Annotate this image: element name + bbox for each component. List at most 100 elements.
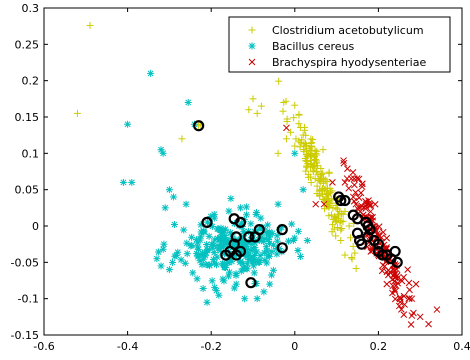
data-point (249, 95, 257, 103)
data-point (352, 264, 360, 272)
data-point (283, 117, 291, 125)
data-point (157, 262, 165, 270)
data-point (253, 295, 261, 303)
data-point (313, 182, 321, 190)
data-point (183, 239, 191, 247)
data-point (386, 268, 394, 276)
data-point (279, 107, 287, 115)
data-point (217, 229, 225, 237)
data-point (350, 175, 358, 182)
data-point (199, 255, 207, 263)
data-point (371, 200, 379, 208)
data-point (320, 174, 328, 182)
data-point (340, 157, 347, 164)
data-point (159, 149, 167, 157)
data-point (317, 164, 325, 172)
data-point (323, 184, 331, 192)
data-point (251, 244, 259, 252)
data-point (73, 109, 81, 117)
data-point (265, 252, 273, 260)
data-point (344, 165, 351, 173)
data-point (379, 228, 387, 236)
data-point (303, 237, 311, 245)
data-point (245, 256, 253, 264)
data-point (298, 136, 306, 144)
data-point (299, 186, 307, 194)
data-point (320, 205, 328, 213)
data-point (291, 142, 299, 150)
data-point (333, 217, 341, 225)
data-point (205, 232, 213, 240)
data-point (157, 146, 165, 154)
highlighted-point (372, 238, 384, 250)
data-point (294, 246, 302, 254)
data-point (323, 178, 331, 186)
data-point (299, 131, 307, 139)
data-point (124, 120, 132, 128)
data-point (119, 178, 127, 186)
data-point (307, 147, 315, 155)
data-point (86, 21, 94, 29)
data-point (329, 179, 336, 186)
highlighted-point (234, 245, 247, 258)
data-point (407, 321, 415, 328)
data-point (316, 186, 324, 194)
data-point (297, 253, 305, 261)
data-point (309, 167, 317, 175)
data-point (358, 183, 366, 190)
data-point (349, 242, 357, 250)
data-point (400, 292, 408, 300)
series-2 (283, 124, 441, 328)
series-0 (73, 21, 360, 272)
data-point (199, 285, 207, 293)
data-point (400, 311, 408, 318)
data-point (274, 149, 282, 157)
data-point (332, 232, 340, 240)
data-point (396, 294, 404, 301)
data-point (401, 301, 408, 308)
data-point (311, 156, 319, 164)
data-point (312, 200, 320, 208)
y-tick-label: 0.05 (15, 184, 40, 197)
data-point (282, 97, 290, 105)
data-point (345, 222, 353, 230)
legend-marker-glyph (248, 58, 256, 66)
data-point (189, 269, 197, 277)
data-point (410, 309, 417, 317)
legend: Clostridium acetobutylicum Bacillus cere… (228, 16, 451, 73)
data-point (294, 227, 302, 235)
data-point (188, 233, 196, 241)
data-point (404, 266, 412, 273)
data-point (288, 220, 296, 228)
data-point (392, 273, 400, 281)
data-point (210, 249, 218, 257)
data-point (359, 180, 366, 188)
data-point (181, 259, 189, 267)
y-tick-label: 0 (32, 220, 39, 233)
data-point (378, 267, 386, 275)
data-point (337, 237, 345, 245)
data-point (261, 235, 269, 243)
data-point (345, 184, 353, 192)
data-point (256, 257, 264, 265)
highlighted-point (335, 194, 347, 207)
legend-label-clostridium: Clostridium acetobutylicum (272, 24, 424, 37)
data-point (352, 189, 359, 196)
data-point (355, 194, 363, 202)
data-point (178, 135, 186, 143)
data-point (265, 228, 273, 236)
data-point (341, 207, 349, 215)
data-point (327, 188, 335, 196)
data-point (320, 200, 328, 208)
x-tick-label: 0.2 (370, 340, 388, 353)
data-point (283, 124, 290, 132)
data-point (197, 228, 205, 236)
data-point (340, 159, 348, 167)
data-point (325, 168, 333, 176)
legend-label-bacillus: Bacillus cereus (272, 40, 355, 53)
data-point (333, 224, 341, 232)
data-point (165, 186, 173, 194)
y-tick-label: 0.15 (15, 111, 40, 124)
data-point (405, 279, 413, 287)
